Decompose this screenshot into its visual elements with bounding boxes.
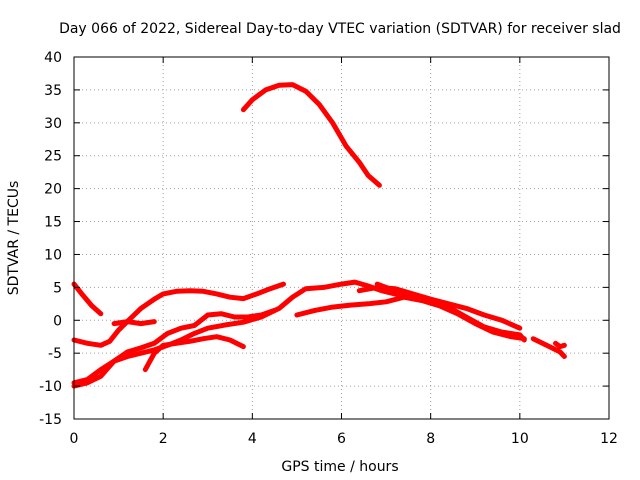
y-tick-label: 25 xyxy=(44,149,62,165)
y-tick-label: 40 xyxy=(44,50,62,66)
x-tick-label: 6 xyxy=(337,431,346,447)
series-arc-d xyxy=(71,307,278,389)
y-tick-label: 10 xyxy=(44,247,62,263)
y-axis-label: SDTVAR / TECUs xyxy=(6,181,22,296)
series-arc-b xyxy=(71,281,286,348)
series-arc-k xyxy=(553,340,567,350)
series-arc-f xyxy=(111,319,157,327)
y-tick-label: -5 xyxy=(48,346,62,362)
y-tick-label: 5 xyxy=(53,280,62,296)
x-tick-label: 2 xyxy=(159,431,168,447)
axis-ticks: 0 2 4 6 8 10 12 -15 -10 -5 0 5 10 15 20 25 30 35 40 xyxy=(39,50,618,447)
series-arc-j xyxy=(530,336,567,359)
y-tick-label: 20 xyxy=(44,182,62,198)
y-tick-label: -15 xyxy=(39,412,62,428)
series-arc-a xyxy=(71,281,104,317)
x-axis-label: GPS time / hours xyxy=(281,459,398,475)
series-layer xyxy=(71,82,567,389)
y-tick-label: 15 xyxy=(44,215,62,231)
series-arc-e xyxy=(142,334,246,373)
x-tick-label: 10 xyxy=(511,431,529,447)
grid-lines xyxy=(74,57,609,419)
series-arc-c xyxy=(71,279,411,386)
x-tick-label: 12 xyxy=(600,431,618,447)
chart-title: Day 066 of 2022, Sidereal Day-to-day VTE… xyxy=(59,21,621,37)
y-tick-label: 0 xyxy=(53,313,62,329)
y-tick-label: 30 xyxy=(44,116,62,132)
y-tick-label: 35 xyxy=(44,83,62,99)
x-tick-label: 8 xyxy=(426,431,435,447)
series-arc-i xyxy=(374,281,527,343)
x-tick-label: 4 xyxy=(248,431,257,447)
y-tick-label: -10 xyxy=(39,379,62,395)
x-tick-label: 0 xyxy=(70,431,79,447)
series-arc-high xyxy=(240,82,382,188)
